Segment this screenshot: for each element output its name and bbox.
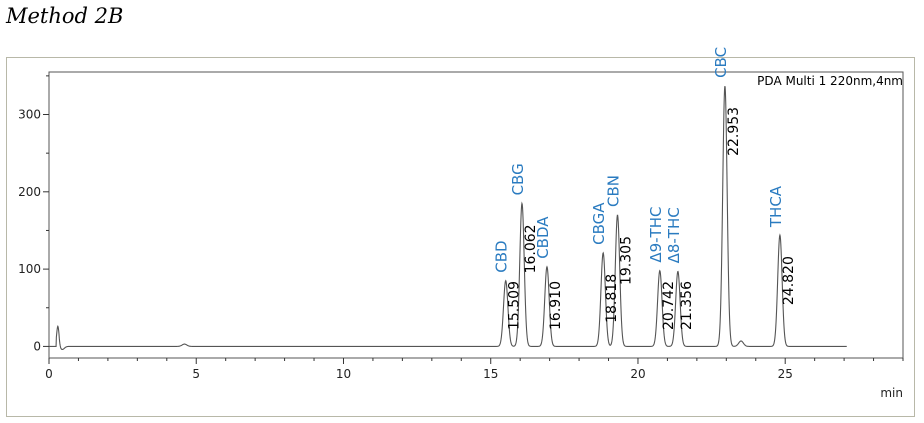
x-tick-label: 20	[630, 367, 645, 381]
x-tick-label: 25	[778, 367, 793, 381]
channel-label: PDA Multi 1 220nm,4nm	[757, 74, 903, 88]
axes: 0 100 200 300 0 5 10 15 20 25	[18, 71, 904, 381]
peak-labels: 15.509 CBD 16.062 CBG 16.910 CBDA 18.818 CBGA 19…	[493, 47, 797, 330]
peak-time-label: 19.305	[618, 236, 634, 285]
x-axis-unit: min	[880, 386, 903, 400]
x-tick-label: 5	[192, 367, 200, 381]
peak-name-label: CBD	[493, 240, 511, 272]
peak-time-label: 16.910	[548, 281, 564, 330]
peak-time-label: 24.820	[781, 256, 797, 305]
trace-layer	[49, 85, 847, 351]
peak-name-label: Δ8-THC	[665, 207, 683, 263]
y-tick-label: 300	[18, 108, 41, 122]
peak-name-label: CBN	[604, 175, 622, 207]
y-tick-label: 0	[33, 339, 41, 353]
peak-name-label: CBC	[712, 47, 730, 78]
chromatogram-trace	[49, 85, 847, 351]
peak-name-label: CBGA	[590, 202, 608, 245]
y-tick-label: 100	[18, 262, 41, 276]
plot-area-border	[48, 71, 904, 359]
x-tick-label: 10	[336, 367, 351, 381]
peak-time-label: 16.062	[523, 224, 539, 273]
peak-time-label: 18.818	[604, 274, 620, 323]
peak-time-label: 15.509	[507, 281, 523, 330]
peak-time-label: 20.742	[661, 281, 677, 330]
figure-caption: Method 2B	[6, 4, 124, 28]
y-tick-label: 200	[18, 185, 41, 199]
chart-frame	[6, 57, 915, 417]
peak-time-label: 22.953	[726, 107, 742, 156]
peak-name-label: CBDA	[534, 216, 552, 259]
peak-name-label: THCA	[767, 185, 785, 228]
x-tick-label: 15	[483, 367, 498, 381]
peak-name-label: CBG	[509, 163, 527, 195]
peak-name-label: Δ9-THC	[647, 207, 665, 263]
peak-time-label: 21.356	[679, 281, 695, 330]
x-tick-label: 0	[45, 367, 53, 381]
